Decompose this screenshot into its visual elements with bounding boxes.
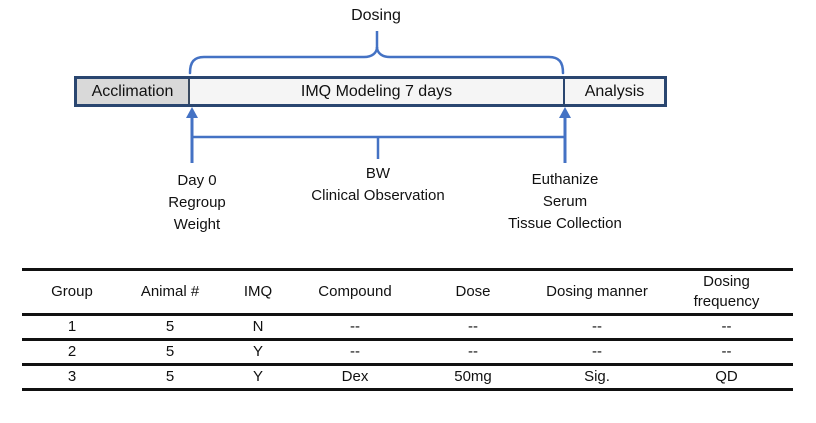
table-row: 1 5 N -- -- -- --	[22, 315, 793, 340]
cell-compound: Dex	[341, 367, 369, 385]
cell-group: 1	[67, 317, 77, 335]
cell-dose: --	[468, 317, 478, 335]
annotation-euthanize-line1: Euthanize	[531, 171, 599, 188]
cell-imq: N	[252, 317, 264, 335]
cell-imq: Y	[252, 342, 263, 360]
annotation-euthanize-line3: Tissue Collection	[508, 215, 622, 232]
cell-animal-count: 5	[165, 367, 175, 385]
phase-analysis-label: Analysis	[584, 82, 645, 100]
annotation-euthanize-line2: Serum	[542, 193, 588, 210]
dosing-brace	[188, 46, 565, 75]
phase-analysis: Analysis	[563, 79, 664, 104]
cell-imq: Y	[252, 367, 263, 385]
design-table: Group Animal # IMQ Compound Dose Dosing …	[22, 268, 793, 391]
cell-dosing-frequency: --	[721, 317, 732, 335]
annotation-euthanize: Euthanize Serum Tissue Collection	[480, 169, 650, 235]
phase-imq-modeling-label: IMQ Modeling 7 days	[300, 82, 453, 100]
header-imq: IMQ	[243, 282, 273, 300]
end-arrow-head	[559, 107, 571, 118]
annotation-day0: Day 0 Regroup Weight	[137, 170, 257, 236]
annotation-day0-line3: Weight	[173, 216, 221, 233]
cell-dose: --	[468, 342, 478, 360]
annotation-day0-line2: Regroup	[168, 194, 226, 211]
cell-dose: 50mg	[454, 367, 492, 385]
phase-acclimation: Acclimation	[77, 79, 190, 104]
cell-compound: --	[350, 342, 360, 360]
cell-animal-count: 5	[165, 342, 175, 360]
cell-animal-count: 5	[165, 317, 175, 335]
cell-compound: --	[350, 317, 360, 335]
cell-dosing-frequency: --	[721, 342, 732, 360]
cell-dosing-manner: Sig.	[584, 367, 610, 385]
header-compound: Compound	[318, 282, 392, 300]
header-group: Group	[51, 282, 93, 300]
header-row: Group Animal # IMQ Compound Dose Dosing …	[22, 270, 793, 315]
start-arrow-head	[186, 107, 198, 118]
annotation-observation-line2: Clinical Observation	[311, 187, 445, 204]
annotation-observation-line1: BW	[365, 165, 391, 182]
header-dosing-frequency: Dosing frequency	[693, 272, 760, 310]
header-dose: Dose	[455, 282, 491, 300]
header-dosing-manner: Dosing manner	[546, 282, 648, 300]
cell-dosing-frequency: QD	[715, 367, 738, 385]
table-row: 3 5 Y Dex 50mg Sig. QD	[22, 365, 793, 390]
phase-acclimation-label: Acclimation	[91, 82, 174, 100]
dosing-label: Dosing	[351, 7, 401, 24]
timeline-annotations-graphic	[186, 31, 571, 163]
annotation-observation: BW Clinical Observation	[263, 163, 493, 207]
cell-group: 2	[67, 342, 77, 360]
header-animal-count: Animal #	[140, 282, 200, 300]
cell-dosing-manner: --	[592, 317, 602, 335]
cell-dosing-manner: --	[592, 342, 602, 360]
cell-group: 3	[67, 367, 77, 385]
phase-imq-modeling: IMQ Modeling 7 days	[190, 79, 563, 104]
timeline-bar: Acclimation IMQ Modeling 7 days Analysis	[74, 76, 667, 107]
table-row: 2 5 Y -- -- -- --	[22, 340, 793, 365]
group-design-table: Group Animal # IMQ Compound Dose Dosing …	[22, 268, 793, 391]
annotation-day0-line1: Day 0	[177, 172, 217, 189]
